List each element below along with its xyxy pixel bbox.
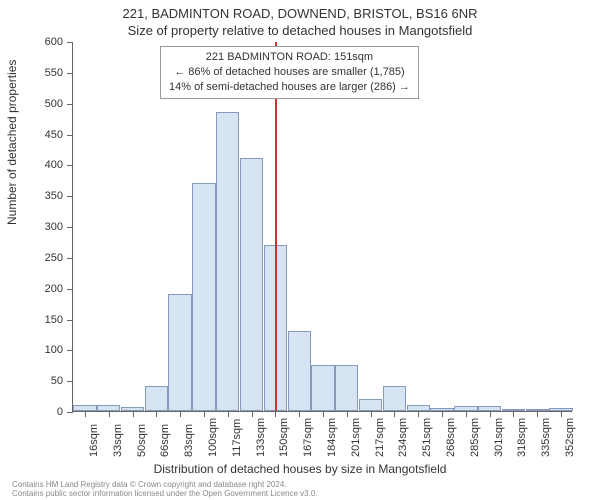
x-tick bbox=[371, 411, 372, 417]
histogram-bar bbox=[383, 386, 406, 411]
y-tick-label: 250 bbox=[45, 252, 73, 264]
chart-container: 221, BADMINTON ROAD, DOWNEND, BRISTOL, B… bbox=[0, 0, 600, 500]
x-tick bbox=[347, 411, 348, 417]
annotation-line2: ← 86% of detached houses are smaller (1,… bbox=[169, 65, 410, 80]
y-tick-label: 50 bbox=[51, 375, 73, 387]
x-tick bbox=[323, 411, 324, 417]
x-tick bbox=[85, 411, 86, 417]
x-tick bbox=[418, 411, 419, 417]
histogram-bar bbox=[335, 365, 358, 411]
histogram-bar bbox=[288, 331, 311, 411]
x-tick bbox=[513, 411, 514, 417]
histogram-bar bbox=[145, 386, 168, 411]
x-tick-label: 234sqm bbox=[397, 418, 409, 457]
x-tick bbox=[561, 411, 562, 417]
x-tick-label: 201sqm bbox=[350, 418, 362, 457]
x-tick bbox=[394, 411, 395, 417]
x-tick-label: 66sqm bbox=[159, 424, 171, 457]
y-tick-label: 350 bbox=[45, 190, 73, 202]
x-tick bbox=[275, 411, 276, 417]
x-tick-label: 133sqm bbox=[255, 418, 267, 457]
y-tick-label: 300 bbox=[45, 221, 73, 233]
x-tick-label: 217sqm bbox=[374, 418, 386, 457]
x-tick bbox=[228, 411, 229, 417]
x-tick bbox=[156, 411, 157, 417]
x-tick bbox=[490, 411, 491, 417]
x-tick bbox=[252, 411, 253, 417]
x-tick-label: 100sqm bbox=[207, 418, 219, 457]
annotation-line1: 221 BADMINTON ROAD: 151sqm bbox=[169, 50, 410, 65]
footer: Contains HM Land Registry data © Crown c… bbox=[12, 480, 318, 498]
annotation-box: 221 BADMINTON ROAD: 151sqm ← 86% of deta… bbox=[160, 46, 419, 99]
footer-line2: Contains public sector information licen… bbox=[12, 489, 318, 498]
histogram-bar bbox=[359, 399, 382, 411]
x-tick bbox=[537, 411, 538, 417]
x-axis-title: Distribution of detached houses by size … bbox=[0, 462, 600, 476]
x-tick-label: 16sqm bbox=[88, 424, 100, 457]
x-tick bbox=[466, 411, 467, 417]
x-tick-label: 167sqm bbox=[302, 418, 314, 457]
y-tick-label: 150 bbox=[45, 314, 73, 326]
x-tick bbox=[109, 411, 110, 417]
histogram-bar bbox=[192, 183, 215, 411]
chart-title: 221, BADMINTON ROAD, DOWNEND, BRISTOL, B… bbox=[0, 0, 600, 21]
histogram-bar bbox=[168, 294, 191, 411]
y-tick-label: 200 bbox=[45, 283, 73, 295]
y-tick-label: 450 bbox=[45, 129, 73, 141]
x-tick-label: 33sqm bbox=[112, 424, 124, 457]
y-tick-label: 400 bbox=[45, 159, 73, 171]
x-tick-label: 83sqm bbox=[183, 424, 195, 457]
x-tick-label: 285sqm bbox=[469, 418, 481, 457]
x-tick bbox=[180, 411, 181, 417]
y-tick-label: 0 bbox=[57, 406, 73, 418]
histogram-bar bbox=[216, 112, 239, 411]
x-tick bbox=[133, 411, 134, 417]
x-tick bbox=[204, 411, 205, 417]
x-tick bbox=[299, 411, 300, 417]
x-tick-label: 268sqm bbox=[445, 418, 457, 457]
y-axis-title: Number of detached properties bbox=[5, 60, 19, 225]
x-tick-label: 335sqm bbox=[540, 418, 552, 457]
y-tick-label: 550 bbox=[45, 67, 73, 79]
histogram-bar bbox=[311, 365, 334, 411]
x-tick-label: 184sqm bbox=[326, 418, 338, 457]
footer-line1: Contains HM Land Registry data © Crown c… bbox=[12, 480, 318, 489]
y-tick-label: 100 bbox=[45, 344, 73, 356]
x-tick-label: 301sqm bbox=[493, 418, 505, 457]
x-tick bbox=[442, 411, 443, 417]
y-tick-label: 600 bbox=[45, 36, 73, 48]
x-tick-label: 117sqm bbox=[231, 419, 243, 457]
x-tick-label: 352sqm bbox=[564, 418, 576, 457]
x-tick-label: 50sqm bbox=[136, 424, 148, 457]
y-tick-label: 500 bbox=[45, 98, 73, 110]
x-tick-label: 251sqm bbox=[421, 418, 433, 457]
x-tick-label: 150sqm bbox=[278, 418, 290, 457]
chart-subtitle: Size of property relative to detached ho… bbox=[0, 21, 600, 38]
annotation-line3: 14% of semi-detached houses are larger (… bbox=[169, 80, 410, 95]
x-tick-label: 318sqm bbox=[516, 418, 528, 457]
histogram-bar bbox=[240, 158, 263, 411]
